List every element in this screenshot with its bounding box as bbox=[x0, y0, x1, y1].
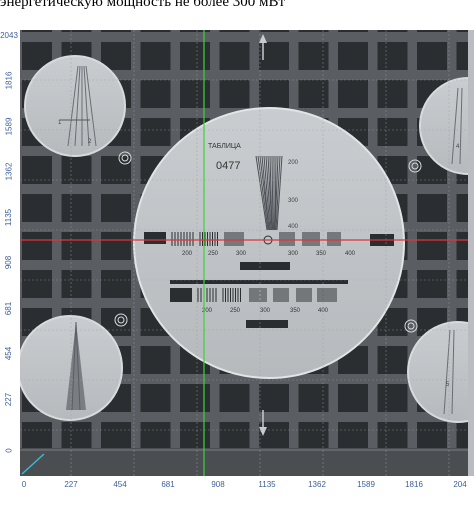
wedge-label: 300 bbox=[288, 198, 299, 204]
upper-bar-label: 400 bbox=[345, 251, 356, 257]
lower-bar-label: 400 bbox=[318, 308, 329, 314]
corner-label: 5 bbox=[446, 382, 450, 388]
x-tick-label: 0 bbox=[21, 480, 27, 489]
header-text: энергетическую мощность не более 300 мВт bbox=[0, 0, 286, 10]
lower-bar-label: 300 bbox=[260, 308, 271, 314]
y-tick-label: 1362 bbox=[4, 162, 14, 180]
x-tick-label: 204 bbox=[453, 480, 467, 489]
x-tick-label: 1589 bbox=[357, 480, 375, 489]
black-bar bbox=[240, 262, 290, 270]
lower-bar-label: 250 bbox=[230, 308, 241, 314]
target-circles bbox=[114, 151, 422, 333]
disc-bottom-right: 5 bbox=[407, 321, 468, 423]
y-tick-label: 1589 bbox=[4, 117, 14, 135]
lower-resolution-bars bbox=[170, 280, 348, 302]
y-tick-label: 227 bbox=[4, 392, 14, 406]
upper-bar-label: 300 bbox=[288, 251, 299, 257]
central-disc: ТАБЛИЦА 0477 bbox=[133, 107, 405, 379]
disc-top-left: 1 2 bbox=[24, 55, 126, 157]
right-edge-strip bbox=[468, 30, 474, 476]
center-wedge bbox=[255, 155, 283, 231]
plot-area[interactable]: 1 2 4 5 bbox=[20, 30, 468, 476]
x-tick-label: 227 bbox=[64, 480, 78, 489]
lower-bar-label: 350 bbox=[290, 308, 301, 314]
lower-bar-label: 200 bbox=[202, 308, 213, 314]
x-tick-label: 681 bbox=[161, 480, 175, 489]
wedge-label: 200 bbox=[288, 160, 299, 166]
x-tick-label: 908 bbox=[211, 480, 225, 489]
y-tick-label: 908 bbox=[4, 255, 14, 269]
black-bar bbox=[246, 320, 288, 328]
bottom-center-arrow bbox=[259, 410, 267, 436]
y-tick-label: 0 bbox=[4, 447, 14, 453]
x-tick-label: 454 bbox=[113, 480, 127, 489]
x-tick-label: 1362 bbox=[308, 480, 326, 489]
upper-bar-label: 250 bbox=[208, 251, 219, 257]
test-card-image: 1 2 4 5 bbox=[20, 30, 468, 476]
image-viewer[interactable]: 2043 1816 1589 1362 1135 908 681 454 227… bbox=[0, 14, 474, 493]
y-tick-label: 1135 bbox=[4, 208, 14, 226]
x-tick-label: 1135 bbox=[258, 480, 276, 489]
card-number: 0477 bbox=[216, 160, 240, 172]
page-header-text: энергетическую мощность не более 300 мВт bbox=[0, 0, 474, 14]
corner-label: 2 bbox=[88, 139, 92, 145]
upper-bar-label: 350 bbox=[316, 251, 327, 257]
x-tick-label: 1816 bbox=[405, 480, 423, 489]
plot-gridlines bbox=[20, 30, 468, 476]
disc-top-right: 4 bbox=[419, 77, 468, 175]
upper-bar-label: 300 bbox=[236, 251, 247, 257]
upper-bar-label: 200 bbox=[182, 251, 193, 257]
corner-label: 1 bbox=[58, 120, 62, 126]
y-tick-label: 454 bbox=[4, 346, 14, 360]
top-center-arrow bbox=[259, 34, 267, 60]
x-axis: 0 227 454 681 908 1135 1362 1589 1816 20… bbox=[0, 476, 474, 507]
y-tick-label: 1816 bbox=[4, 71, 14, 89]
wedge-label: 400 bbox=[288, 224, 299, 230]
card-title: ТАБЛИЦА bbox=[208, 143, 241, 150]
corner-label: 4 bbox=[456, 144, 460, 150]
y-axis: 2043 1816 1589 1362 1135 908 681 454 227… bbox=[0, 30, 20, 476]
y-tick-label: 2043 bbox=[0, 30, 18, 40]
corner-cursor-line bbox=[21, 453, 45, 475]
y-tick-label: 681 bbox=[4, 301, 14, 315]
